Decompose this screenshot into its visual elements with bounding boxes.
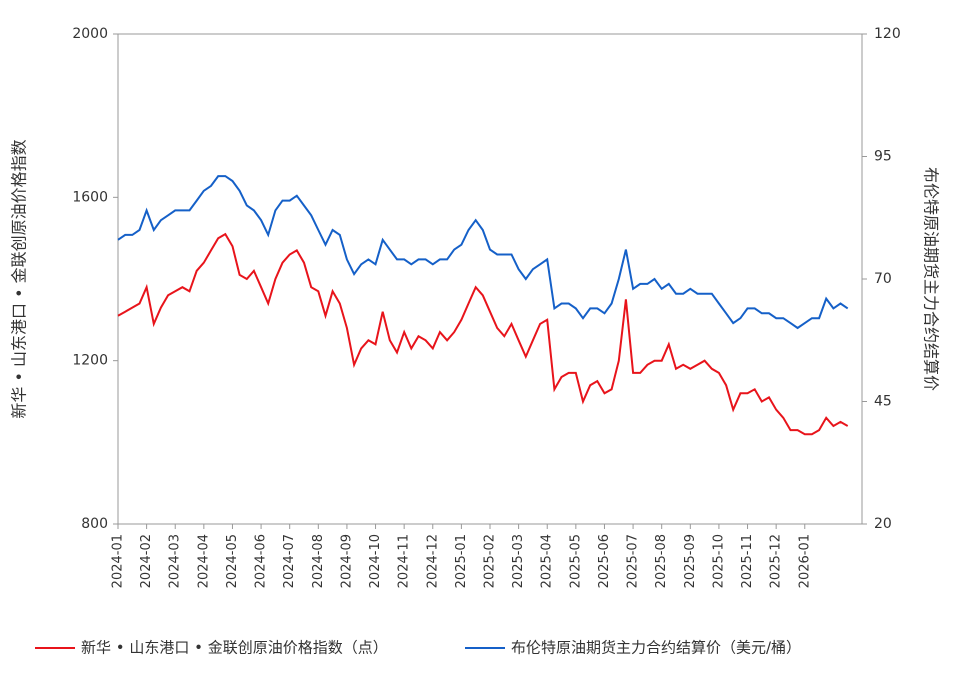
legend-label: 布伦特原油期货主力合约结算价（美元/桶） (511, 639, 801, 657)
y2-tick-label: 120 (874, 26, 901, 42)
x-tick-label: 2025-05 (568, 534, 583, 588)
x-tick-label: 2025-03 (511, 534, 526, 588)
x-tick-label: 2024-06 (254, 534, 269, 588)
x-tick-label: 2025-02 (483, 534, 498, 588)
x-tick-label: 2024-10 (368, 534, 383, 588)
x-tick-label: 2025-01 (454, 534, 469, 588)
x-tick-label: 2025-11 (740, 534, 755, 588)
x-tick-label: 2025-06 (597, 534, 612, 588)
y2-tick-label: 70 (874, 271, 892, 287)
x-tick-label: 2024-12 (425, 534, 440, 588)
y-tick-label: 800 (81, 516, 108, 532)
y-axis-title: 新华 • 山东港口 • 金联创原油价格指数 (10, 139, 29, 418)
line-series (117, 175, 849, 330)
x-tick-label: 2025-09 (683, 534, 698, 588)
x-tick-label: 2024-04 (196, 534, 211, 588)
legend-label: 新华 • 山东港口 • 金联创原油价格指数（点） (81, 639, 388, 657)
y-tick-label: 1600 (72, 189, 108, 205)
line-series (117, 232, 849, 436)
x-tick-label: 2025-12 (769, 534, 784, 588)
x-tick-label: 2024-01 (111, 534, 126, 588)
plot-frame (117, 33, 863, 525)
x-tick-label: 2024-09 (339, 534, 354, 588)
y2-tick-label: 20 (874, 516, 892, 532)
y2-tick-label: 95 (874, 149, 892, 165)
x-tick-label: 2024-11 (397, 534, 412, 588)
x-tick-label: 2025-04 (540, 534, 555, 588)
x-tick-label: 2026-01 (797, 534, 812, 588)
x-tick-label: 2024-05 (225, 534, 240, 588)
x-tick-label: 2025-08 (654, 534, 669, 588)
y-tick-label: 1200 (72, 353, 108, 369)
x-tick-label: 2025-10 (711, 534, 726, 588)
x-tick-label: 2024-08 (311, 534, 326, 588)
y2-axis-title: 布伦特原油期货主力合约结算价 (922, 167, 941, 391)
x-tick-label: 2024-07 (282, 534, 297, 588)
x-tick-label: 2025-07 (626, 534, 641, 588)
y-tick-label: 2000 (72, 26, 108, 42)
y2-tick-label: 45 (874, 394, 892, 410)
x-tick-label: 2024-03 (168, 534, 183, 588)
x-tick-label: 2024-02 (139, 534, 154, 588)
